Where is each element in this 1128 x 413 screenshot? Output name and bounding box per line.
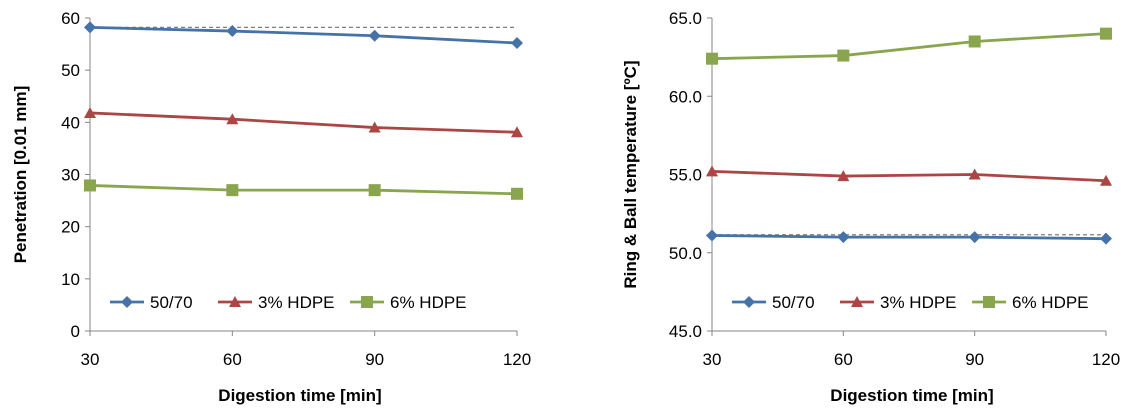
legend-label: 3% HDPE bbox=[880, 293, 957, 312]
y-tick-label: 0 bbox=[71, 322, 80, 341]
data-point bbox=[226, 113, 239, 125]
data-point bbox=[837, 170, 850, 182]
y-tick-label: 40 bbox=[61, 113, 80, 132]
y-tick-label: 20 bbox=[61, 218, 80, 237]
legend-marker bbox=[229, 296, 241, 307]
data-point bbox=[368, 121, 381, 133]
series-line bbox=[89, 111, 518, 134]
data-point bbox=[84, 179, 96, 192]
chart-1: 0 10 20 30 40 50 60 30 60 90 120 Digestion time [mi… bbox=[11, 9, 531, 405]
data-point bbox=[837, 231, 850, 244]
y-tick-label: 65.0 bbox=[669, 9, 702, 28]
data-point bbox=[706, 165, 718, 177]
data-point bbox=[511, 37, 523, 50]
legend-label: 50/70 bbox=[772, 293, 815, 312]
data-point bbox=[837, 49, 850, 62]
x-tick-label: 120 bbox=[503, 350, 531, 369]
legend-marker bbox=[983, 296, 995, 308]
legend-label: 3% HDPE bbox=[258, 293, 335, 312]
y-axis-title: Penetration [0.01 mm] bbox=[11, 86, 30, 264]
legend-marker bbox=[851, 296, 863, 307]
data-point bbox=[368, 29, 381, 42]
data-point bbox=[968, 35, 981, 48]
y-tick-label: 50.0 bbox=[669, 244, 702, 263]
x-tick-label: 120 bbox=[1092, 350, 1120, 369]
x-tick-label: 90 bbox=[965, 350, 984, 369]
y-tick-label: 10 bbox=[61, 270, 80, 289]
data-point bbox=[511, 126, 523, 138]
data-point bbox=[511, 187, 523, 200]
legend-label: 6% HDPE bbox=[1012, 293, 1089, 312]
data-point bbox=[1100, 27, 1112, 40]
legend-marker bbox=[361, 296, 373, 308]
y-tick-label: 45.0 bbox=[669, 322, 702, 341]
data-point bbox=[1100, 174, 1112, 186]
x-axis-title: Digestion time [min] bbox=[218, 386, 381, 405]
x-tick-label: 60 bbox=[223, 350, 242, 369]
data-point bbox=[1100, 232, 1112, 245]
x-axis-title: Digestion time [min] bbox=[830, 386, 993, 405]
legend-marker bbox=[743, 296, 755, 308]
legend-marker bbox=[121, 296, 133, 308]
data-point bbox=[84, 106, 96, 118]
data-point bbox=[84, 21, 96, 34]
data-point bbox=[226, 184, 239, 197]
y-tick-label: 55.0 bbox=[669, 166, 702, 185]
y-tick-label: 50 bbox=[61, 61, 80, 80]
x-tick-label: 90 bbox=[365, 350, 384, 369]
data-point bbox=[706, 229, 718, 242]
data-point bbox=[706, 52, 718, 65]
y-tick-label: 30 bbox=[61, 166, 80, 185]
series-line bbox=[89, 184, 518, 196]
legend-label: 50/70 bbox=[150, 293, 193, 312]
data-point bbox=[968, 168, 981, 180]
chart-2: 45.0 50.0 55.0 60.0 65.0 30 60 90 120 Digestion t… bbox=[621, 9, 1120, 405]
series-line bbox=[711, 234, 1107, 241]
data-point bbox=[368, 184, 381, 197]
legend-label: 6% HDPE bbox=[390, 293, 467, 312]
x-tick-label: 30 bbox=[81, 350, 100, 369]
x-tick-label: 30 bbox=[703, 350, 722, 369]
series-line bbox=[711, 32, 1107, 61]
series-line bbox=[711, 169, 1107, 183]
y-tick-label: 60.0 bbox=[669, 87, 702, 106]
series-line bbox=[89, 25, 518, 45]
data-point bbox=[226, 25, 239, 38]
data-point bbox=[968, 231, 981, 244]
y-axis-title: Ring & Ball temperature [ºC] bbox=[621, 60, 640, 288]
y-tick-label: 60 bbox=[61, 9, 80, 28]
x-tick-label: 60 bbox=[834, 350, 853, 369]
